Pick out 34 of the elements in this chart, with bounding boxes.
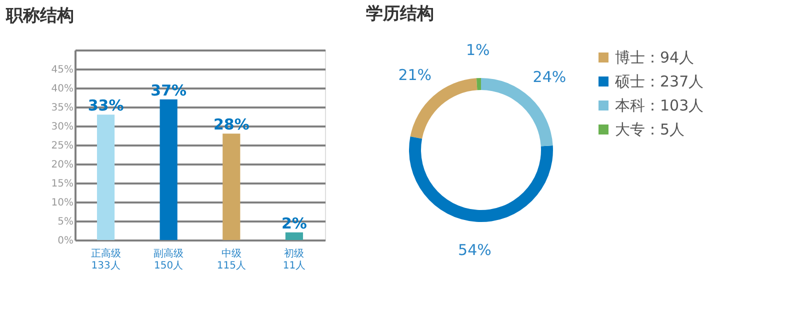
x-tick-label: 副高级 150人 <box>154 248 184 272</box>
data-label: 28% <box>213 116 250 134</box>
y-tick-label: 45% <box>51 64 74 76</box>
legend-label: 硕士：237人 <box>614 72 704 90</box>
bar <box>222 134 240 240</box>
bar <box>96 114 115 240</box>
y-tick-label: 30% <box>51 122 74 132</box>
y-tick-label: 0% <box>58 236 74 246</box>
bar <box>285 232 304 240</box>
y-tick-label: 5% <box>58 216 74 228</box>
legend-label: 本科：103人 <box>615 96 704 114</box>
chart-title: 学历结构 <box>366 4 434 24</box>
y-tick-label: 10% <box>51 198 74 208</box>
bar <box>160 99 178 240</box>
legend-label: 大专：5人 <box>615 120 685 138</box>
y-tick-label: 20% <box>51 160 74 170</box>
data-label: 2% <box>281 214 307 232</box>
data-label: 24% <box>532 68 566 86</box>
data-label: 37% <box>150 81 187 100</box>
y-tick-label: 15% <box>51 178 74 190</box>
data-label: 21% <box>398 66 432 84</box>
legend-label: 博士：94人 <box>615 48 694 66</box>
x-tick-label: 中级 115人 <box>216 248 246 272</box>
y-tick-label: 40% <box>51 84 74 94</box>
data-label: 33% <box>88 96 124 115</box>
data-label: 54% <box>458 240 492 259</box>
x-tick-label: 初级 11人 <box>282 248 306 272</box>
y-tick-label: 35% <box>51 102 74 114</box>
x-tick-label: 正高级 133人 <box>90 248 121 272</box>
y-tick-label: 25% <box>51 140 74 152</box>
donut-slice <box>409 136 553 222</box>
donut-slice <box>476 78 481 90</box>
chart-title: 职称结构 <box>4 6 74 26</box>
data-label: 1% <box>466 41 490 60</box>
